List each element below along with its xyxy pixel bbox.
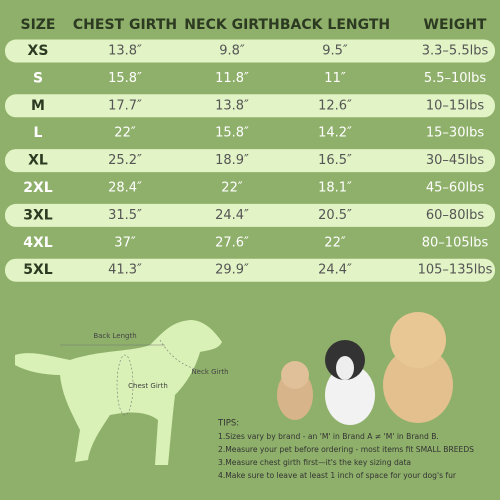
- diagram-label: Neck Girth: [191, 368, 228, 376]
- diagram-label: Back Length: [93, 332, 136, 340]
- cell: 16.5″: [318, 153, 352, 168]
- cell: 37″: [114, 235, 136, 250]
- cell: 20.5″: [318, 208, 352, 223]
- cell: 27.6″: [215, 235, 249, 250]
- cell: 15.8″: [108, 71, 142, 86]
- cell: 22″: [221, 181, 243, 196]
- tip: 2.Measure your pet before ordering - mos…: [218, 445, 474, 454]
- tips-title: TIPS:: [217, 419, 239, 429]
- cell: 11.8″: [215, 71, 249, 86]
- size-label: 4XL: [23, 235, 53, 251]
- cell: 31.5″: [108, 208, 142, 223]
- cell: 45–60lbs: [426, 181, 484, 196]
- cell: 14.2″: [318, 126, 352, 141]
- row-band: [5, 149, 495, 173]
- tip: 3.Measure chest girth first—it's the key…: [218, 458, 411, 467]
- cell: 41.3″: [108, 263, 142, 278]
- cell: 3.3–5.5lbs: [422, 44, 489, 59]
- column-header: NECK GIRTH: [184, 17, 279, 33]
- column-header: CHEST GIRTH: [73, 17, 177, 33]
- size-label: M: [31, 98, 45, 114]
- cell: 12.6″: [318, 98, 352, 113]
- dog-silhouette: [15, 320, 222, 465]
- cell: 9.8″: [219, 44, 245, 59]
- row-band: [5, 94, 495, 118]
- size-label: S: [33, 70, 43, 86]
- cell: 13.8″: [215, 98, 249, 113]
- dog-photos: [277, 312, 453, 425]
- cell: 11″: [324, 71, 346, 86]
- cell: 18.1″: [318, 181, 352, 196]
- size-label: XS: [28, 43, 49, 59]
- tip: 4.Make sure to leave at least 1 inch of …: [218, 471, 457, 480]
- size-label: XL: [28, 153, 48, 169]
- cell: 15–30lbs: [426, 126, 484, 141]
- size-label: 5XL: [23, 262, 53, 278]
- size-label: 3XL: [23, 207, 53, 223]
- cell: 28.4″: [108, 181, 142, 196]
- cell: 10–15lbs: [426, 98, 484, 113]
- cell: 29.9″: [215, 263, 249, 278]
- cell: 25.2″: [108, 153, 142, 168]
- cell: 22″: [114, 126, 136, 141]
- column-header: SIZE: [20, 17, 55, 33]
- cell: 60–80lbs: [426, 208, 484, 223]
- cell: 24.4″: [318, 263, 352, 278]
- row-band: [5, 258, 495, 282]
- row-band: [5, 39, 495, 63]
- column-header: WEIGHT: [424, 17, 487, 33]
- cell: 9.5″: [322, 44, 348, 59]
- cell: 80–105lbs: [422, 235, 489, 250]
- diagram-label: Chest Girth: [128, 382, 168, 390]
- cell: 30–45lbs: [426, 153, 484, 168]
- size-label: L: [34, 125, 43, 141]
- cell: 24.4″: [215, 208, 249, 223]
- row-band: [5, 203, 495, 227]
- column-header: BACK LENGTH: [280, 17, 390, 33]
- cell: 22″: [324, 235, 346, 250]
- cell: 5.5–10lbs: [424, 71, 487, 86]
- cell: 17.7″: [108, 98, 142, 113]
- cell: 18.9″: [215, 153, 249, 168]
- cell: 13.8″: [108, 44, 142, 59]
- cell: 15.8″: [215, 126, 249, 141]
- cell: 105–135lbs: [418, 263, 493, 278]
- tip: 1.Sizes vary by brand - an 'M' in Brand …: [218, 432, 439, 441]
- size-label: 2XL: [23, 180, 53, 196]
